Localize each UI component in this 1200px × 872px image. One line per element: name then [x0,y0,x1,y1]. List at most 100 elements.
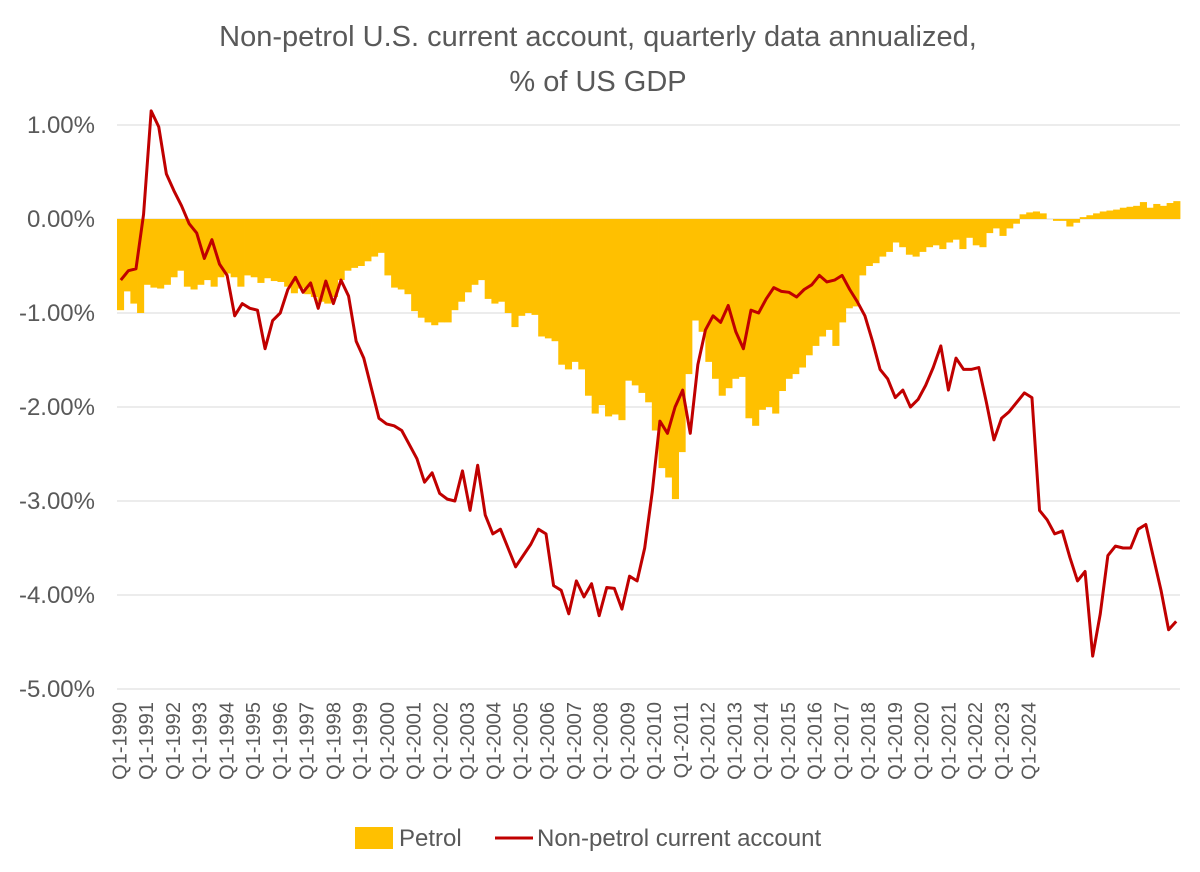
petrol-bar [163,219,171,285]
petrol-bar [564,219,573,370]
chart-title-line-2: % of US GDP [509,66,686,98]
petrol-bar [484,219,492,299]
petrol-bar [143,219,151,285]
petrol-bar [310,219,318,298]
petrol-bar [1032,211,1041,219]
petrol-bar [765,219,773,407]
petrol-bar [1019,214,1027,219]
x-tick-label: Q1-1992 [163,702,185,780]
petrol-bar [1146,207,1154,219]
petrol-bar [197,219,205,285]
petrol-bar [979,219,987,248]
petrol-bar [424,219,432,323]
petrol-bar [364,219,372,262]
petrol-bar [852,219,860,307]
x-tick-label: Q1-1993 [190,702,212,780]
non-petrol-line-path [119,109,1178,658]
petrol-bar [611,219,619,415]
petrol-bar [752,219,760,426]
petrol-bar [511,219,519,328]
petrol-bar [130,219,138,304]
y-axis-tick-labels: 1.00% 0.00% -1.00% -2.00% -3.00% -4.00% -5.00% [19,112,95,703]
petrol-bar [1159,205,1168,219]
x-tick-label: Q1-2013 [724,702,746,780]
petrol-bar [859,219,867,276]
petrol-bar [337,219,345,281]
petrol-bar [290,219,298,294]
petrol-bar [457,219,466,302]
petrol-bar [170,219,178,278]
petrol-bar [571,219,579,362]
x-tick-label: Q1-2009 [617,702,639,780]
petrol-bar [605,219,613,417]
x-tick-label: Q1-2005 [510,702,532,780]
petrol-bar [839,219,847,323]
petrol-bar [491,219,499,304]
petrol-bar [892,219,900,243]
petrol-bar [591,219,599,414]
chart-title-line-1: Non-petrol U.S. current account, quarter… [219,21,977,53]
petrol-bar [631,219,639,386]
petrol-bar [1006,219,1014,229]
petrol-bar [939,219,947,250]
petrol-bar [264,219,272,279]
petrol-bar [1059,219,1067,221]
x-tick-label: Q1-2017 [831,702,853,780]
x-tick-label: Q1-2008 [591,702,613,780]
petrol-bar [223,219,232,274]
petrol-bar [712,219,720,379]
petrol-bar [544,219,552,339]
petrol-bar [725,219,733,389]
legend: Petrol Non-petrol current account [355,825,821,852]
petrol-bar [478,219,486,281]
x-tick-label: Q1-2024 [1019,702,1041,780]
petrol-bar [444,219,452,323]
petrol-bar [1173,201,1181,219]
x-tick-label: Q1-2003 [457,702,479,780]
petrol-bar [210,219,218,287]
petrol-bar [324,219,332,304]
petrol-bar [959,219,967,250]
petrol-bar [685,219,693,375]
petrol-bar [912,219,920,257]
legend-swatch-petrol [355,827,393,849]
petrol-bar [845,219,853,309]
petrol-bar [1093,213,1101,219]
petrol-bar [671,219,679,500]
x-tick-label: Q1-2012 [698,702,720,780]
petrol-bar [504,219,512,313]
petrol-bar [992,219,1000,229]
petrol-bar [317,219,325,302]
x-tick-label: Q1-2021 [938,702,960,780]
y-tick-label: -2.00% [19,394,95,421]
petrol-bar [397,219,405,290]
petrol-bar [417,219,425,318]
petrol-bar [812,219,820,346]
petrol-bar [437,219,445,323]
x-tick-label: Q1-1997 [297,702,319,780]
petrol-bar [925,219,934,248]
petrol-bar [698,219,706,332]
petrol-bar [1012,219,1020,224]
petrol-bar [1153,203,1161,219]
petrol-bar [584,219,593,396]
petrol-bar [638,219,646,393]
petrol-bar [645,219,653,403]
petrol-bar [157,219,165,289]
petrol-bar [778,219,786,392]
petrol-bar [1126,206,1134,219]
petrol-bar [972,219,980,246]
petrol-bar [678,219,686,453]
petrol-bar [825,219,833,330]
petrol-bar [330,219,339,298]
petrol-bar [1106,210,1114,219]
petrol-bar [377,219,385,253]
petrol-bar [411,219,419,312]
petrol-bar [718,219,726,396]
petrol-bar [952,219,960,240]
x-axis-tick-labels: Q1-1990 Q1-1991 Q1-1992 Q1-1993 Q1-1994 Q1-19… [109,702,1040,780]
petrol-bar [498,219,506,302]
petrol-bar [217,219,225,278]
petrol-bar [183,219,191,287]
